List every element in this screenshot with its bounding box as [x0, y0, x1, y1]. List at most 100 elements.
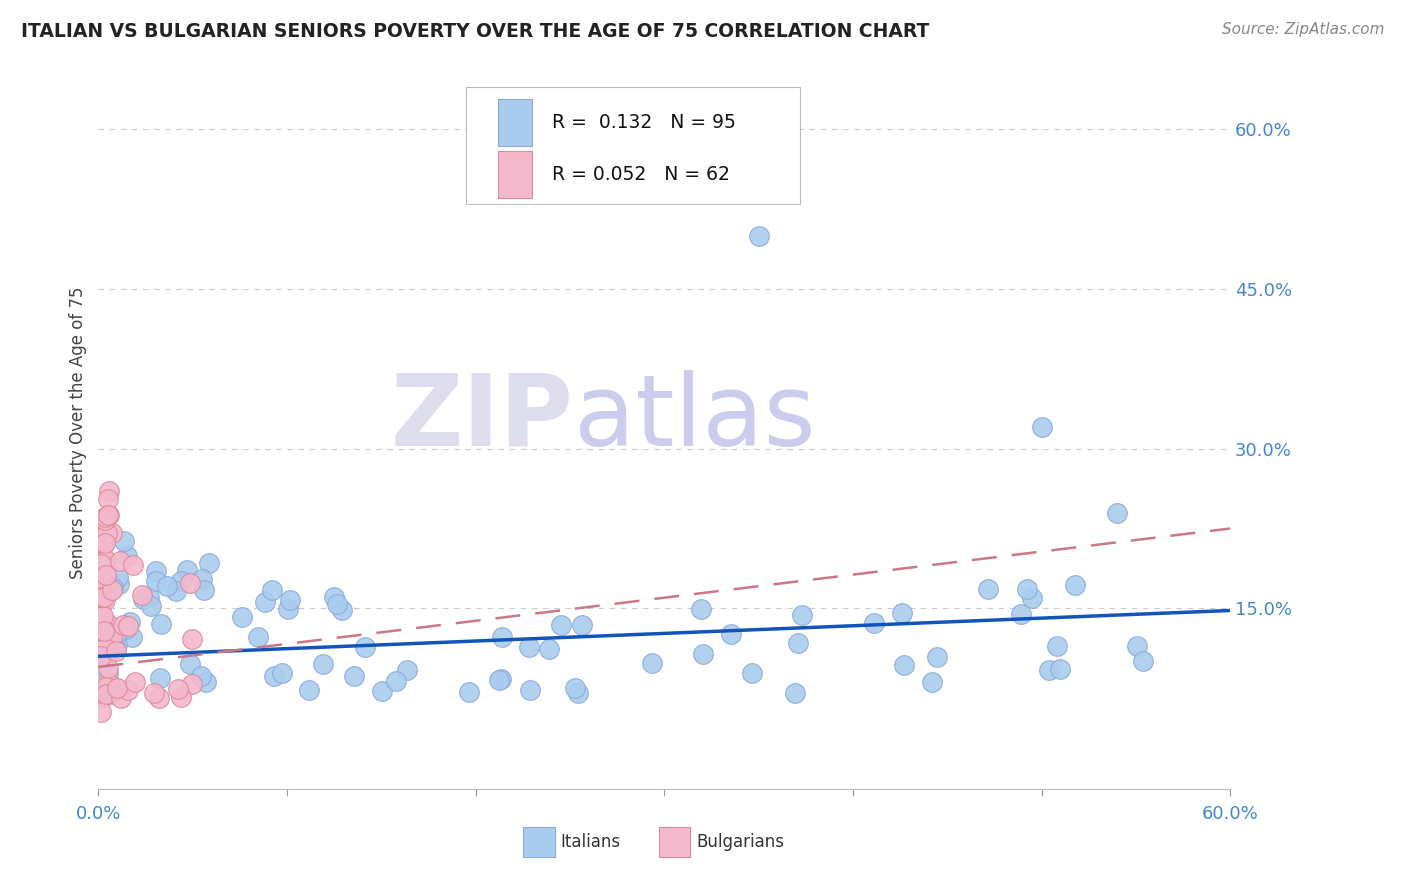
Point	[107, 570, 129, 584]
Point	[179, 657, 201, 672]
Point	[108, 577, 131, 591]
Point	[354, 640, 377, 654]
Point	[93, 690, 115, 705]
Point	[100, 686, 122, 700]
Point	[538, 641, 561, 656]
Point	[145, 574, 167, 588]
Point	[326, 597, 349, 611]
Point	[105, 681, 128, 696]
Point	[96, 525, 118, 540]
Point	[96, 616, 118, 631]
Point	[690, 602, 713, 616]
Point	[1049, 662, 1071, 676]
Point	[117, 619, 139, 633]
Point	[176, 562, 198, 576]
Point	[96, 491, 118, 506]
Text: atlas: atlas	[574, 370, 815, 467]
Point	[97, 675, 120, 690]
Point	[1064, 578, 1087, 592]
Point	[94, 567, 117, 582]
Point	[190, 669, 212, 683]
Point	[97, 661, 120, 675]
Point	[457, 684, 479, 698]
Point	[121, 630, 143, 644]
Text: R =  0.132   N = 95: R = 0.132 N = 95	[553, 113, 737, 132]
Point	[519, 682, 541, 697]
Point	[253, 595, 276, 609]
Bar	[658, 827, 690, 857]
Point	[138, 590, 160, 604]
Point	[247, 630, 270, 644]
Point	[312, 657, 335, 672]
Point	[91, 571, 114, 585]
Point	[148, 691, 170, 706]
Point	[1038, 663, 1060, 677]
Point	[108, 554, 131, 568]
Text: Source: ZipAtlas.com: Source: ZipAtlas.com	[1222, 22, 1385, 37]
Point	[91, 638, 114, 652]
Point	[1107, 506, 1129, 520]
Point	[91, 641, 114, 656]
Point	[564, 681, 586, 695]
Point	[131, 591, 153, 606]
Point	[101, 525, 124, 540]
Point	[107, 626, 129, 640]
FancyBboxPatch shape	[467, 87, 800, 204]
Point	[489, 672, 512, 686]
Point	[396, 663, 419, 677]
Point	[893, 658, 915, 673]
Point	[101, 582, 124, 597]
Point	[298, 683, 321, 698]
Text: ITALIAN VS BULGARIAN SENIORS POVERTY OVER THE AGE OF 75 CORRELATION CHART: ITALIAN VS BULGARIAN SENIORS POVERTY OVE…	[21, 22, 929, 41]
Point	[105, 638, 128, 652]
Point	[150, 616, 173, 631]
Point	[90, 599, 112, 613]
Text: Italians: Italians	[560, 833, 620, 851]
Point	[190, 572, 212, 586]
Point	[785, 686, 807, 700]
Point	[115, 622, 138, 636]
Point	[94, 648, 117, 662]
Point	[1031, 420, 1053, 434]
Point	[977, 582, 1000, 596]
Point	[112, 534, 135, 549]
Point	[97, 508, 120, 522]
Point	[94, 576, 117, 591]
Point	[121, 558, 143, 573]
Point	[96, 526, 118, 541]
Point	[371, 683, 394, 698]
Point	[1010, 607, 1032, 621]
Point	[1126, 639, 1149, 653]
Point	[263, 668, 285, 682]
Point	[115, 549, 138, 563]
Point	[139, 599, 162, 614]
Point	[198, 556, 221, 570]
Point	[863, 615, 886, 630]
Point	[179, 576, 201, 591]
Point	[91, 609, 114, 624]
Text: R = 0.052   N = 62: R = 0.052 N = 62	[553, 165, 730, 184]
Point	[103, 581, 125, 595]
Point	[787, 636, 810, 650]
Point	[260, 582, 283, 597]
Point	[117, 683, 139, 698]
Point	[921, 675, 943, 690]
Point	[278, 593, 301, 607]
Point	[488, 673, 510, 687]
Point	[385, 673, 408, 688]
Y-axis label: Seniors Poverty Over the Age of 75: Seniors Poverty Over the Age of 75	[69, 286, 87, 579]
Point	[124, 675, 146, 690]
Point	[98, 626, 121, 640]
Point	[571, 617, 593, 632]
Point	[145, 564, 167, 578]
Point	[105, 644, 128, 658]
Point	[90, 648, 112, 663]
Point	[97, 508, 120, 523]
Point	[98, 687, 121, 701]
Point	[131, 588, 153, 602]
Point	[101, 628, 124, 642]
Bar	[498, 151, 531, 197]
Point	[90, 705, 112, 719]
Point	[93, 624, 115, 638]
Bar	[523, 827, 554, 857]
